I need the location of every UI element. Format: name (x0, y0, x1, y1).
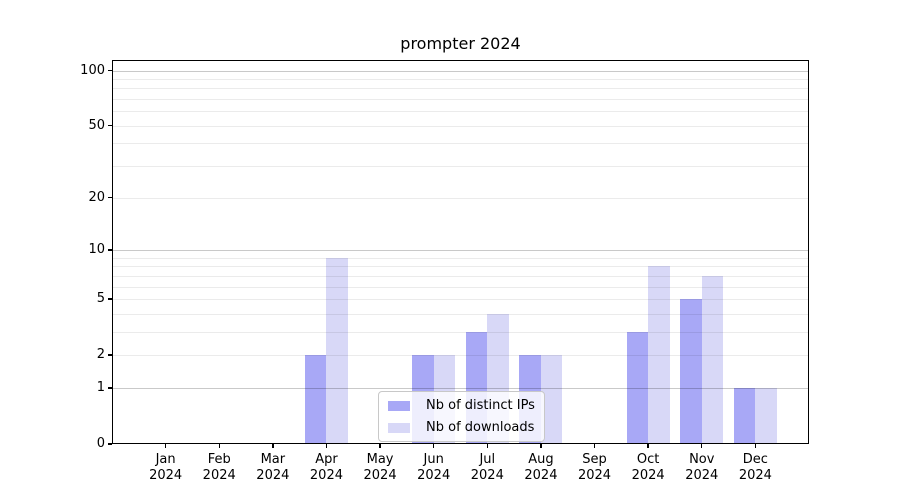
x-tick-label: Oct 2024 (631, 452, 665, 483)
x-tick-label: Apr 2024 (309, 452, 343, 483)
x-tick-label: Jun 2024 (417, 452, 451, 483)
gridline-major (112, 387, 809, 389)
legend-swatch-downloads (388, 422, 410, 433)
gridline-minor (112, 275, 809, 277)
gridline-minor (112, 298, 809, 300)
gridline-minor (112, 313, 809, 315)
y-tick-label: 100 (80, 62, 105, 78)
x-tick-mark (432, 444, 435, 448)
plot-area (112, 60, 809, 444)
x-tick-label: Feb 2024 (202, 452, 236, 483)
y-tick-label: 1 (96, 379, 105, 395)
x-tick-mark (164, 444, 167, 448)
gridline-minor (112, 355, 809, 357)
legend: Nb of distinct IPs Nb of downloads (378, 391, 545, 442)
y-tick-mark (108, 69, 112, 72)
x-tick-mark (218, 444, 220, 448)
gridline-minor (112, 197, 809, 199)
legend-label-downloads: Nb of downloads (426, 420, 535, 435)
gridline-major (112, 70, 809, 72)
legend-swatch-distinct-ips (388, 400, 410, 411)
legend-item-distinct-ips: Nb of distinct IPs (388, 397, 535, 414)
legend-item-downloads: Nb of downloads (388, 419, 535, 436)
y-tick-label: 0 (96, 436, 105, 451)
x-tick-mark (540, 444, 542, 448)
x-tick-mark (486, 444, 488, 448)
x-tick-mark (325, 444, 328, 448)
x-tick-label: Aug 2024 (524, 452, 558, 483)
bar-downloads-apr (326, 257, 348, 444)
gridline-minor (112, 78, 809, 80)
chart-title: prompter 2024 (400, 34, 521, 53)
bar-distinct-ips-nov (680, 298, 702, 444)
bar-downloads-oct (648, 266, 670, 444)
gridline-minor (112, 331, 809, 333)
y-tick-label: 10 (88, 241, 105, 257)
y-tick-mark (108, 125, 112, 127)
x-tick-label: Mar 2024 (256, 452, 290, 483)
gridline-minor (112, 286, 809, 288)
y-tick-mark (108, 387, 112, 389)
gridline-minor (112, 266, 809, 268)
gridline-minor (112, 111, 809, 113)
bar-downloads-nov (701, 275, 724, 444)
y-tick-mark (108, 249, 112, 251)
bar-distinct-ips-oct (626, 331, 649, 444)
y-tick-mark (108, 354, 112, 356)
x-tick-label: Jul 2024 (470, 452, 504, 483)
bar-downloads-aug (540, 355, 563, 444)
x-tick-mark (647, 444, 649, 448)
x-tick-label: Nov 2024 (685, 452, 719, 483)
gridline-minor (112, 88, 809, 90)
bar-downloads-dec (755, 387, 777, 444)
gridline-minor (112, 99, 809, 101)
gridline-minor (112, 125, 809, 127)
x-tick-mark (593, 444, 596, 448)
gridline-minor (112, 166, 809, 168)
x-tick-label: Jan 2024 (149, 452, 183, 483)
gridline-minor (112, 257, 809, 259)
gridline-minor (112, 143, 809, 145)
x-tick-label: May 2024 (363, 452, 397, 483)
y-tick-label: 20 (88, 189, 105, 205)
y-tick-label: 2 (96, 347, 105, 363)
bar-distinct-ips-dec (733, 387, 756, 444)
x-tick-mark (272, 444, 274, 448)
x-tick-mark (379, 444, 381, 448)
y-tick-mark (108, 443, 112, 445)
bar-distinct-ips-apr (304, 355, 327, 444)
x-tick-mark (701, 444, 703, 448)
y-tick-mark (108, 196, 112, 199)
x-tick-label: Sep 2024 (577, 452, 612, 483)
y-tick-label: 50 (88, 117, 105, 133)
legend-label-distinct-ips: Nb of distinct IPs (426, 398, 535, 413)
x-tick-label: Dec 2024 (738, 452, 772, 483)
x-tick-mark (754, 444, 757, 448)
gridline-major (112, 249, 809, 251)
y-tick-mark (108, 298, 112, 300)
y-tick-label: 5 (96, 290, 105, 306)
